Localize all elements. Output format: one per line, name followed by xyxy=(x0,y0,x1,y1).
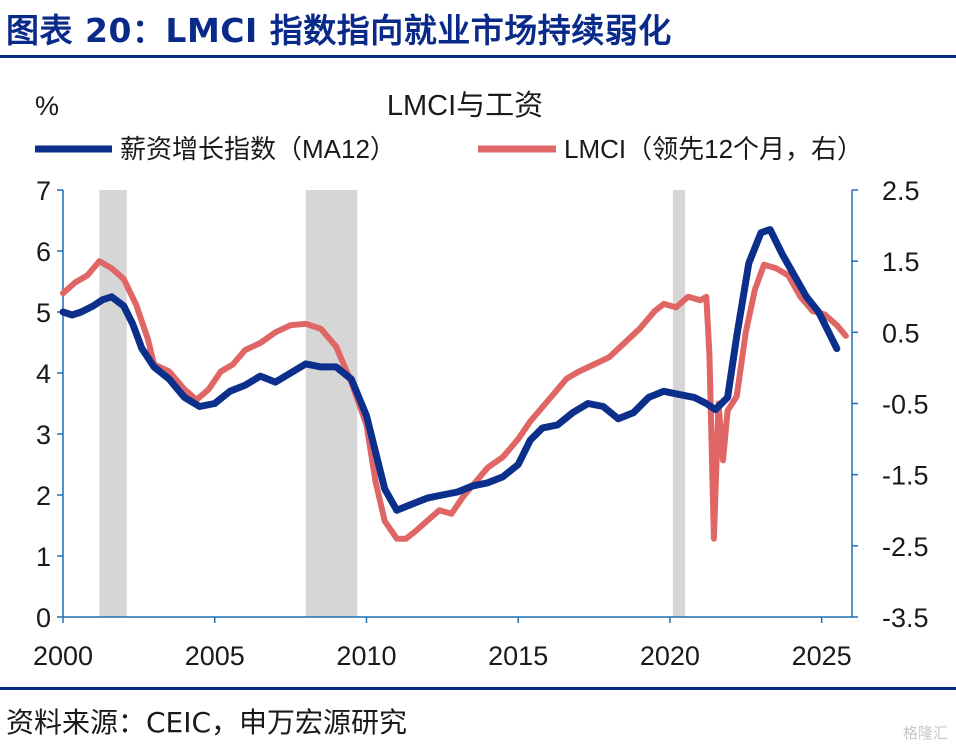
x-tick-label-1: 2005 xyxy=(185,641,245,671)
series-line-lmci xyxy=(60,258,849,542)
right-y-tick-label-4: 0.5 xyxy=(882,318,920,348)
legend-label-wage: 薪资增长指数（MA12） xyxy=(120,134,396,164)
recession-bands xyxy=(99,190,686,617)
chart-title: LMCI与工资 xyxy=(387,89,543,122)
left-y-tick-label-0: 0 xyxy=(36,603,51,633)
left-y-tick-label-1: 1 xyxy=(36,542,51,572)
right-y-tick-label-5: 1.5 xyxy=(882,247,920,277)
left-y-tick-label-7: 7 xyxy=(36,176,51,206)
left-y-tick-label-2: 2 xyxy=(36,481,51,511)
watermark: 格隆汇 xyxy=(902,724,948,742)
left-y-tick-label-4: 4 xyxy=(36,359,51,389)
footer-rule xyxy=(0,687,956,690)
right-y-tick-label-2: -1.5 xyxy=(882,461,929,491)
left-y-tick-label-6: 6 xyxy=(36,237,51,267)
x-tick-label-0: 2000 xyxy=(33,641,93,671)
series-lines xyxy=(59,226,849,542)
figure-title: 图表 20：LMCI 指数指向就业市场持续弱化 xyxy=(6,11,672,50)
right-y-tick-label-0: -3.5 xyxy=(882,603,929,633)
recession-band-1 xyxy=(305,190,358,617)
source-note: 资料来源：CEIC，申万宏源研究 xyxy=(6,706,408,739)
right-y-tick-label-3: -0.5 xyxy=(882,390,929,420)
right-y-tick-label-6: 2.5 xyxy=(882,176,920,206)
x-tick-label-3: 2015 xyxy=(488,641,548,671)
right-y-tick-label-1: -2.5 xyxy=(882,532,929,562)
x-tick-label-5: 2025 xyxy=(792,641,852,671)
legend-label-lmci: LMCI（领先12个月，右） xyxy=(564,134,863,164)
recession-band-2 xyxy=(672,190,686,617)
chart: 0 1 2 3 4 5 6 7 -3.5 -2.5 -1.5 -0.5 0.5 1.5 2.5 2000 200… xyxy=(33,89,929,671)
legend: 薪资增长指数（MA12） LMCI（领先12个月，右） xyxy=(35,134,863,164)
left-y-tick-label-5: 5 xyxy=(36,298,51,328)
left-y-tick-label-3: 3 xyxy=(36,420,51,450)
x-tick-label-4: 2020 xyxy=(640,641,700,671)
recession-band-0 xyxy=(99,190,127,617)
x-tick-label-2: 2010 xyxy=(336,641,396,671)
series-line-wage-growth xyxy=(59,226,841,514)
axes: 0 1 2 3 4 5 6 7 -3.5 -2.5 -1.5 -0.5 0.5 1.5 2.5 2000 200… xyxy=(33,176,929,671)
left-unit-label: % xyxy=(35,91,59,121)
title-rule xyxy=(0,55,956,58)
